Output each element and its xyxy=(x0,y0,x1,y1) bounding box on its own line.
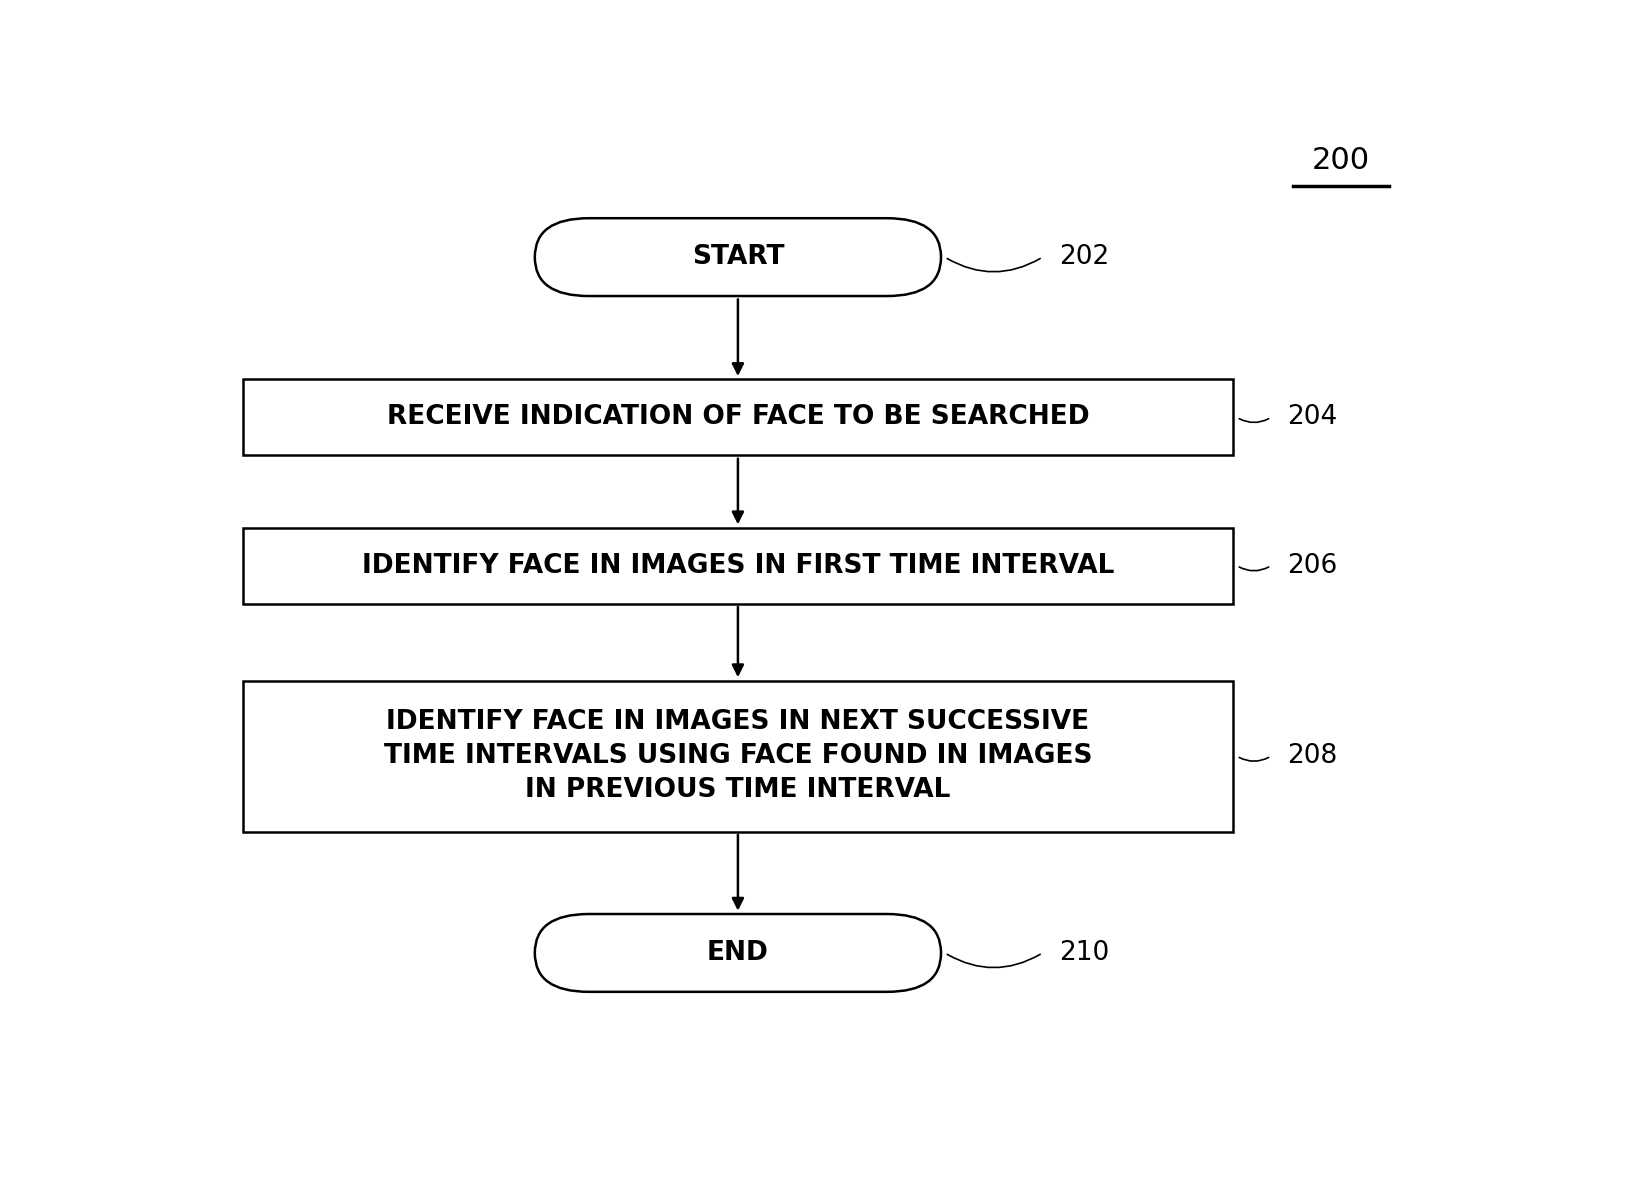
FancyBboxPatch shape xyxy=(534,219,940,296)
Text: END: END xyxy=(708,940,768,965)
Text: IDENTIFY FACE IN IMAGES IN FIRST TIME INTERVAL: IDENTIFY FACE IN IMAGES IN FIRST TIME IN… xyxy=(362,553,1114,579)
Text: RECEIVE INDICATION OF FACE TO BE SEARCHED: RECEIVE INDICATION OF FACE TO BE SEARCHE… xyxy=(387,404,1089,430)
Text: 204: 204 xyxy=(1287,404,1338,430)
Text: 202: 202 xyxy=(1060,244,1109,270)
FancyBboxPatch shape xyxy=(242,379,1233,455)
FancyBboxPatch shape xyxy=(242,680,1233,831)
Text: 210: 210 xyxy=(1060,940,1109,965)
Text: 206: 206 xyxy=(1287,553,1338,579)
FancyBboxPatch shape xyxy=(242,528,1233,604)
Text: IDENTIFY FACE IN IMAGES IN NEXT SUCCESSIVE
TIME INTERVALS USING FACE FOUND IN IM: IDENTIFY FACE IN IMAGES IN NEXT SUCCESSI… xyxy=(383,709,1093,803)
Text: START: START xyxy=(691,244,785,270)
FancyBboxPatch shape xyxy=(534,914,940,992)
Text: 208: 208 xyxy=(1287,743,1338,769)
Text: 200: 200 xyxy=(1312,146,1369,175)
